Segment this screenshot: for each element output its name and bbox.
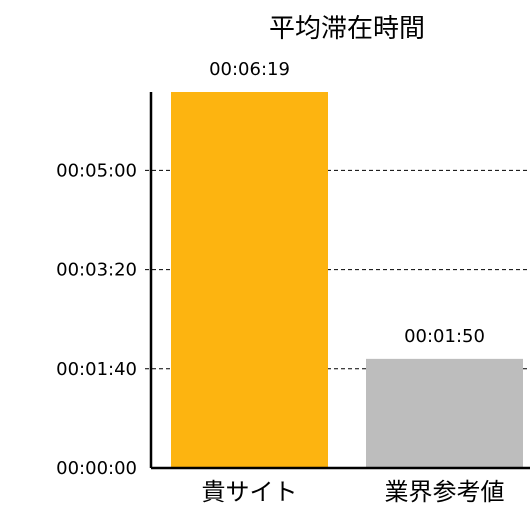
x-category-label: 業界参考値 bbox=[385, 478, 505, 506]
bar-value-label: 00:01:50 bbox=[404, 326, 485, 347]
y-tick-label: 00:00:00 bbox=[56, 458, 137, 479]
chart-title: 平均滞在時間 bbox=[269, 14, 425, 44]
x-axis-categories: 貴サイト 業界参考値 bbox=[202, 478, 505, 506]
bars bbox=[171, 92, 523, 468]
data-labels: 00:06:19 00:01:50 bbox=[209, 59, 485, 347]
y-axis-ticks: 00:00:00 00:01:40 00:03:20 00:05:00 bbox=[56, 160, 137, 479]
y-tick-label: 00:03:20 bbox=[56, 260, 137, 281]
bar bbox=[366, 358, 523, 468]
x-category-label: 貴サイト bbox=[202, 478, 298, 506]
y-tick-label: 00:01:40 bbox=[56, 359, 137, 380]
bar bbox=[171, 92, 328, 468]
y-tick-label: 00:05:00 bbox=[56, 160, 137, 181]
bar-value-label: 00:06:19 bbox=[209, 59, 290, 80]
